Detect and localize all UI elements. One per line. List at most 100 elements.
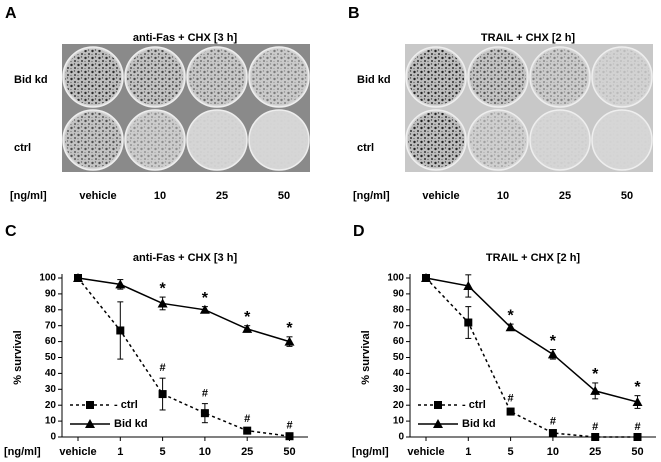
panel-letter: B (348, 5, 360, 22)
x-tick-label: 25 (589, 446, 601, 458)
marker (200, 409, 209, 418)
well-cells (251, 49, 307, 105)
significance-label: # (634, 421, 640, 433)
y-tick-label: 60 (393, 336, 405, 347)
x-tick-label: 5 (160, 446, 166, 458)
y-tick-label: 80 (393, 304, 405, 315)
marker (73, 273, 83, 282)
significance-label: * (634, 379, 641, 396)
y-tick-label: 100 (39, 273, 56, 284)
series-line (425, 277, 638, 438)
well (248, 109, 310, 171)
legend-label: - ctrl (114, 399, 138, 411)
column-label: 50 (621, 190, 633, 202)
x-tick-label: 5 (508, 446, 514, 458)
y-tick-label: 40 (45, 368, 57, 379)
well-cells (470, 112, 526, 168)
legend-label: Bid kd (462, 418, 496, 430)
marker (158, 390, 167, 399)
y-tick-label: 30 (393, 384, 405, 395)
well-cells (189, 49, 245, 105)
marker (506, 407, 515, 416)
significance-label: # (508, 392, 514, 404)
significance-label: * (244, 309, 251, 326)
y-tick-label: 70 (45, 320, 57, 331)
column-label: 50 (278, 190, 290, 202)
legend-marker (86, 401, 94, 409)
x-axis-label: [ng/ml] (352, 446, 389, 458)
x-tick-label: 10 (547, 446, 559, 458)
x-tick-label: 50 (631, 446, 643, 458)
row-label: Bid kd (357, 74, 391, 86)
y-tick-label: 90 (393, 289, 405, 300)
column-label: 25 (559, 190, 571, 202)
x-tick-label: 1 (465, 446, 471, 458)
marker (505, 322, 516, 332)
well-cells (251, 112, 307, 168)
significance-label: # (160, 362, 166, 374)
significance-label: * (592, 366, 599, 383)
marker (242, 323, 253, 333)
series-line (77, 277, 290, 437)
x-tick-label: 25 (241, 446, 253, 458)
y-tick-label: 0 (50, 432, 56, 443)
well-cells (532, 112, 588, 168)
y-tick-label: 60 (45, 336, 57, 347)
panel-title: TRAIL + CHX [2 h] (481, 32, 576, 44)
marker (547, 349, 558, 359)
y-axis-label: % survival (12, 330, 24, 384)
significance-label: * (550, 333, 557, 350)
marker (199, 304, 210, 314)
panel-letter: C (5, 223, 17, 240)
significance-label: # (244, 413, 250, 425)
marker (157, 298, 168, 308)
y-tick-label: 0 (398, 432, 404, 443)
significance-label: * (507, 307, 514, 324)
y-tick-label: 50 (45, 352, 57, 363)
well-cells (594, 49, 650, 105)
well-cells (594, 112, 650, 168)
marker (464, 318, 473, 327)
row-label: ctrl (14, 142, 31, 154)
significance-label: # (592, 421, 598, 433)
marker (285, 432, 294, 441)
well-cells (127, 49, 183, 105)
x-tick-label: 1 (117, 446, 123, 458)
marker (421, 273, 431, 282)
legend-marker (434, 401, 442, 409)
marker (591, 433, 600, 441)
column-label: vehicle (422, 190, 459, 202)
x-tick-label: vehicle (59, 446, 96, 458)
x-tick-label: 10 (199, 446, 211, 458)
y-tick-label: 10 (393, 416, 405, 427)
unit-label: [ng/ml] (10, 190, 47, 202)
row-label: ctrl (357, 142, 374, 154)
significance-label: # (202, 388, 208, 400)
y-tick-label: 70 (393, 320, 405, 331)
legend-label: - ctrl (462, 399, 486, 411)
panel-letter: A (5, 5, 17, 22)
marker (116, 326, 125, 335)
marker (633, 433, 642, 441)
significance-label: # (286, 419, 292, 431)
well-cells (127, 112, 183, 168)
y-tick-label: 80 (45, 304, 57, 315)
well-cells (408, 49, 464, 105)
column-label: 10 (154, 190, 166, 202)
x-tick-label: 50 (283, 446, 295, 458)
marker (548, 429, 557, 438)
significance-label: * (286, 320, 293, 337)
column-label: 25 (216, 190, 228, 202)
chart-title: anti-Fas + CHX [3 h] (133, 252, 238, 264)
y-tick-label: 100 (387, 273, 404, 284)
marker (632, 397, 643, 407)
legend-marker (85, 419, 95, 428)
well-cells (65, 49, 121, 105)
y-axis-label: % survival (360, 330, 372, 384)
panel-letter: D (353, 223, 365, 240)
significance-label: * (159, 280, 166, 297)
marker (115, 279, 126, 289)
marker (284, 336, 295, 346)
series-line (77, 277, 290, 343)
well-cells (65, 112, 121, 168)
